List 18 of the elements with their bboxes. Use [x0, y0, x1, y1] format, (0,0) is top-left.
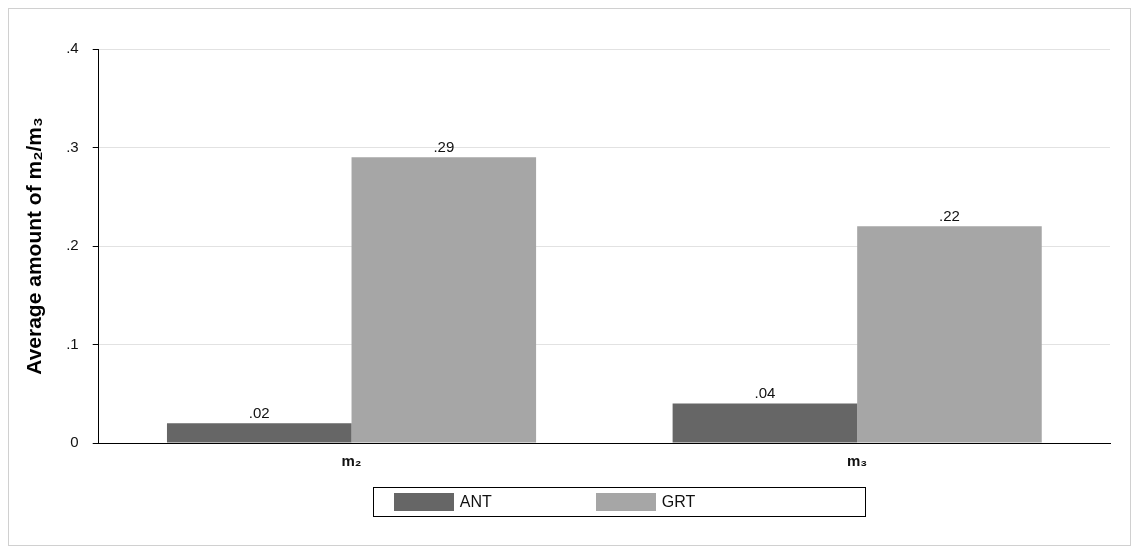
y-tick-label: .4 — [66, 39, 79, 57]
x-tick-label: m₃ — [847, 452, 868, 470]
data-label: .29 — [433, 137, 455, 155]
data-label: .02 — [248, 403, 270, 421]
y-tick-label: .3 — [66, 137, 79, 155]
bar — [166, 423, 352, 443]
y-tick-label: .2 — [66, 236, 79, 254]
legend-label: ANT — [459, 493, 492, 511]
x-tick-label: m₂ — [341, 452, 362, 470]
legend-label: GRT — [661, 493, 696, 511]
bar — [672, 403, 858, 443]
y-axis-title: Average amount of m₂/m₃ — [22, 117, 46, 375]
data-label: .04 — [754, 384, 776, 402]
bar — [351, 157, 537, 443]
y-tick-label: 0 — [70, 433, 79, 451]
bar — [857, 226, 1042, 443]
y-tick-label: .1 — [66, 334, 79, 352]
data-label: .22 — [939, 206, 960, 224]
